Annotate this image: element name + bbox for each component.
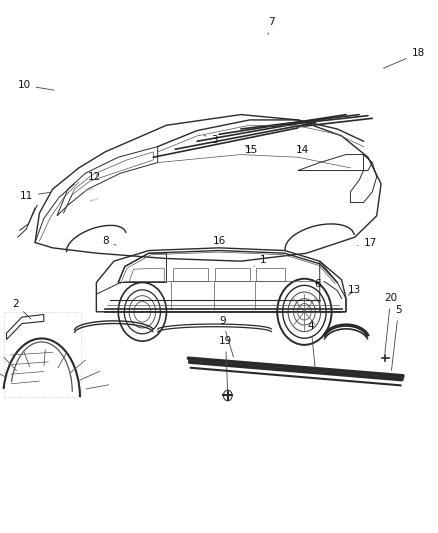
Text: aaaa: aaaa: [85, 187, 95, 193]
Text: 18: 18: [384, 49, 425, 68]
Text: 10: 10: [18, 80, 54, 90]
Text: 17: 17: [357, 238, 377, 247]
Text: aaaa: aaaa: [89, 196, 99, 203]
Text: 9: 9: [219, 316, 233, 357]
Text: 2: 2: [12, 299, 31, 319]
Text: 7: 7: [268, 18, 275, 35]
Text: 19: 19: [219, 336, 232, 392]
Text: 20: 20: [384, 294, 397, 353]
Text: 12: 12: [88, 172, 101, 182]
Text: 13: 13: [348, 286, 361, 295]
Text: 4: 4: [307, 321, 315, 368]
Text: 14: 14: [296, 146, 309, 155]
Text: 16: 16: [212, 236, 226, 246]
Text: 1: 1: [254, 255, 266, 266]
Text: 5: 5: [392, 305, 402, 370]
Text: 6: 6: [309, 279, 321, 290]
Text: 8: 8: [102, 236, 116, 246]
Text: 15: 15: [245, 146, 258, 155]
Text: 11: 11: [20, 191, 50, 201]
Text: 3: 3: [204, 135, 218, 144]
